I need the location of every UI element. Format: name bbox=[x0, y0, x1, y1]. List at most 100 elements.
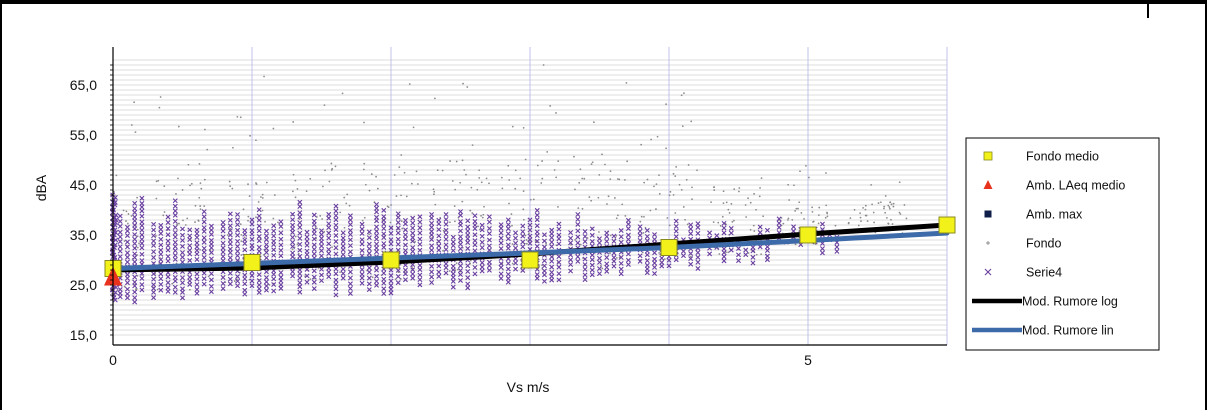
serie4-point bbox=[575, 216, 581, 222]
serie4-point bbox=[618, 271, 624, 277]
fondo-point bbox=[579, 243, 582, 246]
fondo-point bbox=[255, 182, 257, 184]
serie4-point bbox=[194, 247, 200, 253]
serie4-point bbox=[347, 237, 353, 243]
serie4-point bbox=[347, 286, 353, 292]
serie4-point bbox=[549, 254, 555, 260]
serie4-point bbox=[201, 239, 207, 245]
fondo-point bbox=[669, 190, 672, 193]
serie4-point bbox=[556, 259, 562, 265]
serie4-point bbox=[534, 233, 540, 239]
serie4-point bbox=[124, 228, 130, 234]
fondo-point bbox=[265, 181, 268, 184]
serie4-point bbox=[458, 272, 463, 278]
serie4-point bbox=[290, 244, 296, 250]
serie4-point bbox=[673, 257, 679, 263]
serie4-point bbox=[450, 234, 456, 240]
serie4-point bbox=[498, 235, 504, 241]
serie4-point bbox=[194, 287, 200, 293]
fondo-point bbox=[247, 219, 249, 222]
serie4-point bbox=[743, 247, 749, 253]
serie4-point bbox=[311, 286, 317, 292]
fondo-point bbox=[123, 240, 126, 243]
serie4-point bbox=[256, 282, 262, 288]
fondo-point bbox=[598, 174, 601, 176]
fondo-point bbox=[328, 180, 331, 183]
fondo-point bbox=[175, 193, 177, 195]
fondo-point bbox=[511, 262, 514, 265]
fondo-point bbox=[579, 168, 582, 171]
fondo-point bbox=[604, 163, 606, 166]
serie4-point bbox=[151, 242, 157, 248]
fondo-point bbox=[795, 207, 798, 210]
serie4-point bbox=[227, 281, 233, 287]
serie4-point bbox=[541, 263, 547, 269]
serie4-point bbox=[417, 262, 423, 268]
serie4-point bbox=[381, 226, 387, 231]
serie4-point bbox=[201, 228, 207, 234]
fondo-point bbox=[680, 94, 683, 97]
serie4-point bbox=[498, 275, 504, 281]
serie4-point bbox=[688, 222, 694, 228]
fondo-point bbox=[824, 216, 827, 219]
fondo-point bbox=[730, 202, 733, 205]
fondo-point bbox=[133, 101, 135, 104]
serie4-point bbox=[319, 235, 324, 241]
serie4-point bbox=[151, 295, 157, 301]
fondo-point bbox=[607, 195, 610, 198]
serie4-point bbox=[721, 254, 727, 260]
x-axis-label: Vs m/s bbox=[507, 379, 550, 395]
serie4-point bbox=[465, 240, 471, 246]
fondo-point bbox=[393, 174, 396, 176]
fondo-point bbox=[398, 166, 401, 169]
serie4-point bbox=[541, 278, 547, 284]
serie4-point bbox=[381, 217, 387, 223]
serie4-point bbox=[486, 243, 492, 249]
fondo-point bbox=[577, 207, 580, 210]
serie4-point bbox=[278, 242, 284, 248]
serie4-point bbox=[498, 246, 504, 252]
fondo-point bbox=[811, 206, 814, 209]
serie4-point bbox=[659, 255, 665, 261]
fondo-point bbox=[581, 177, 584, 180]
serie4-point bbox=[151, 238, 157, 244]
serie4-point bbox=[227, 276, 233, 282]
fondo-point bbox=[410, 182, 413, 185]
serie4-point bbox=[278, 219, 284, 225]
serie4-point bbox=[201, 214, 207, 220]
fondo-point bbox=[818, 206, 821, 209]
serie4-point bbox=[575, 240, 581, 246]
serie4-point bbox=[721, 258, 727, 264]
fondo-point bbox=[522, 126, 525, 129]
serie4-point bbox=[124, 239, 130, 245]
fondo-point bbox=[433, 190, 436, 193]
serie4-point bbox=[172, 244, 178, 250]
serie4-point bbox=[644, 270, 650, 276]
fondo-point bbox=[339, 271, 342, 273]
serie4-point bbox=[187, 247, 193, 253]
serie4-point bbox=[151, 255, 157, 261]
serie4-point bbox=[132, 289, 138, 295]
serie4-point bbox=[688, 231, 694, 237]
fondo-point bbox=[130, 215, 133, 217]
serie4-point bbox=[673, 223, 679, 229]
serie4-point bbox=[479, 260, 485, 266]
fondo-point bbox=[368, 233, 371, 236]
serie4-point bbox=[589, 238, 595, 244]
serie4-point bbox=[139, 251, 145, 257]
serie4-point bbox=[235, 238, 241, 244]
fondo-point bbox=[727, 208, 730, 211]
fondo-point bbox=[348, 204, 351, 207]
serie4-point bbox=[172, 230, 178, 236]
fondo-point bbox=[331, 246, 333, 249]
serie4-point bbox=[374, 245, 380, 251]
fondo-point bbox=[442, 249, 445, 252]
serie4-point bbox=[589, 262, 595, 268]
serie4-point bbox=[520, 233, 526, 239]
serie4-point bbox=[172, 289, 178, 295]
fondo-point bbox=[364, 183, 367, 186]
fondo-point bbox=[294, 179, 297, 182]
serie4-point bbox=[637, 237, 643, 243]
serie4-point bbox=[513, 240, 519, 246]
serie4-point bbox=[333, 266, 339, 272]
